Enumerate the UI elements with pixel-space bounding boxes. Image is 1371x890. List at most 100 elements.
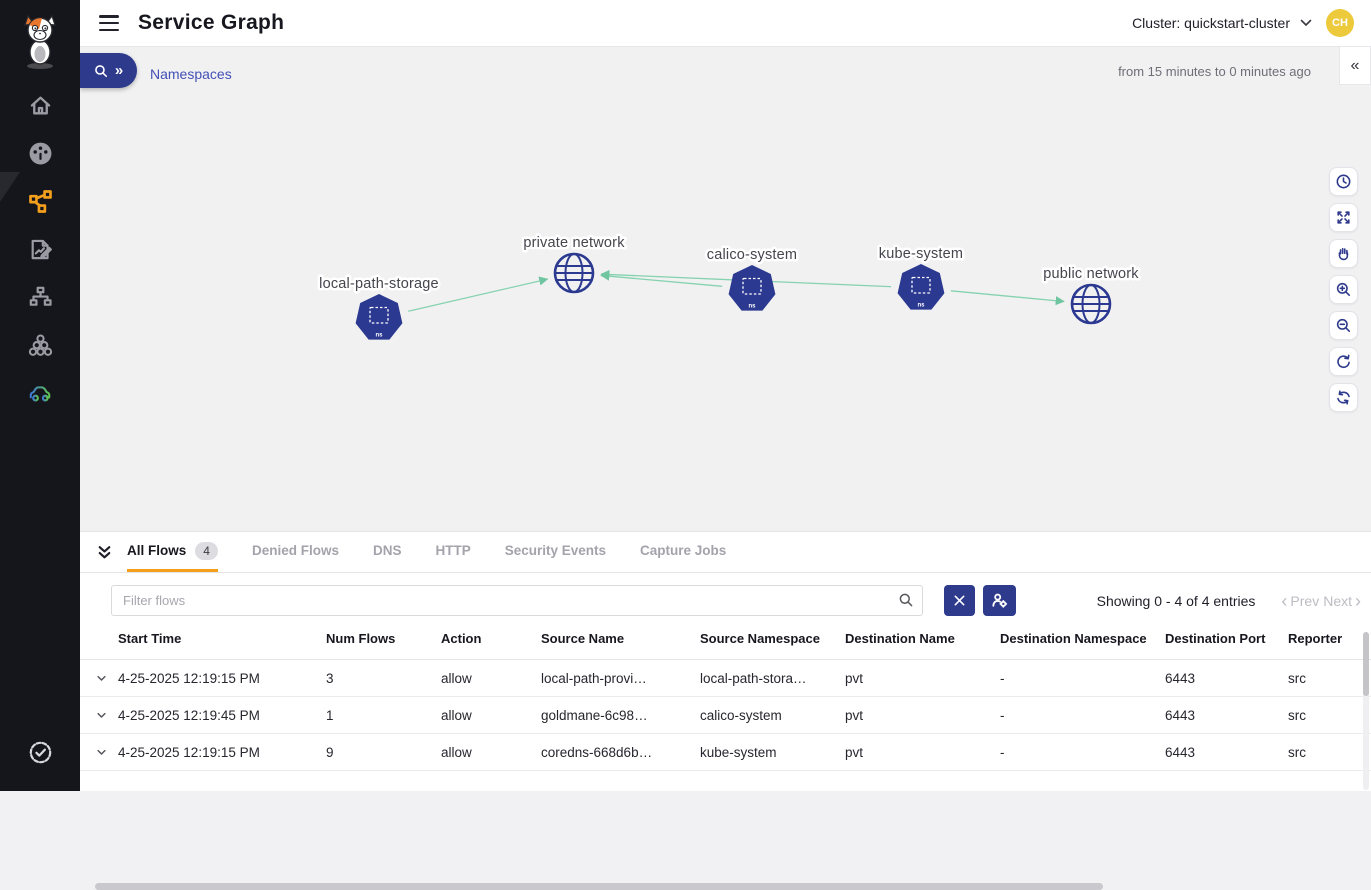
graph-edge-calico-system-to-private-network	[600, 271, 723, 287]
sidebar-item-network[interactable]	[0, 273, 80, 321]
graph-node-kube-system[interactable]	[896, 263, 946, 311]
column-settings-button[interactable]	[983, 585, 1016, 616]
tab-dns[interactable]: DNS	[373, 532, 402, 572]
column-header-action[interactable]: Action	[441, 631, 482, 646]
table-cell: 9	[326, 744, 334, 760]
flows-tab-bar: All Flows 4 Denied Flows DNS HTTP Security Ev…	[80, 532, 1371, 573]
flows-table-header: Start Time Num Flows Action Source Name Sour…	[80, 631, 1371, 661]
vertical-scrollbar[interactable]	[1363, 632, 1369, 790]
left-sidebar	[0, 0, 80, 791]
graph-search-button[interactable]: »	[80, 53, 137, 88]
top-header: Service Graph Cluster: quickstart-cluste…	[80, 0, 1371, 47]
tab-label: All Flows	[127, 543, 187, 558]
time-range-label: from 15 minutes to 0 minutes ago	[1118, 64, 1311, 79]
table-cell: 1	[326, 707, 334, 723]
row-expand-chevron-icon[interactable]	[80, 710, 118, 721]
search-icon	[899, 593, 913, 607]
hamburger-menu-button[interactable]	[99, 15, 119, 31]
graph-node-local-path-storage[interactable]	[354, 293, 404, 341]
tab-capture-jobs[interactable]: Capture Jobs	[640, 532, 726, 572]
graph-toolbar	[1329, 167, 1358, 412]
graph-edge-local-path-storage-to-private-network	[408, 276, 549, 312]
column-header-destination-namespace[interactable]: Destination Namespace	[1000, 631, 1147, 646]
sidebar-item-compliance-car[interactable]	[0, 368, 80, 416]
flows-panel: All Flows 4 Denied Flows DNS HTTP Security Ev…	[80, 531, 1371, 890]
column-header-reporter[interactable]: Reporter	[1288, 631, 1343, 646]
graph-node-public-network[interactable]	[1070, 283, 1112, 325]
graph-node-calico-system[interactable]	[727, 264, 777, 312]
reset-view-button[interactable]	[1329, 347, 1358, 376]
user-gear-icon	[992, 593, 1008, 608]
sidebar-item-home[interactable]	[0, 81, 80, 129]
graph-node-label-private-network: private network	[523, 235, 625, 251]
breadcrumb[interactable]: Namespaces	[150, 66, 232, 82]
table-cell: calico-system	[700, 707, 782, 723]
flows-table-body: 4-25-2025 12:19:15 PM 3 allow local-path-pr…	[80, 660, 1371, 772]
graph-node-private-network[interactable]	[553, 252, 595, 294]
car-icon	[29, 385, 50, 401]
next-page-button[interactable]: Next ›	[1323, 592, 1361, 610]
home-icon	[30, 96, 50, 114]
graph-node-label-local-path-storage: local-path-storage	[319, 276, 439, 292]
table-cell: 4-25-2025 12:19:15 PM	[118, 670, 260, 686]
sidebar-item-clusters[interactable]	[0, 321, 80, 369]
horizontal-scrollbar[interactable]	[95, 883, 1103, 890]
table-row[interactable]: 4-25-2025 12:19:45 PM 1 allow goldmane-6c98…	[80, 697, 1371, 735]
filter-flows-input[interactable]	[111, 585, 923, 616]
certificate-check-icon	[29, 741, 51, 763]
tab-security-events[interactable]: Security Events	[505, 532, 606, 572]
collapse-panel-button[interactable]	[96, 544, 113, 561]
column-header-source-namespace[interactable]: Source Namespace	[700, 631, 820, 646]
table-row[interactable]: 4-25-2025 12:19:15 PM 9 allow coredns-668d6…	[80, 734, 1371, 772]
clear-filter-button[interactable]	[944, 585, 975, 616]
double-chevron-left-icon: «	[1350, 56, 1360, 74]
table-cell: local-path-provi…	[541, 670, 647, 686]
column-header-source-name[interactable]: Source Name	[541, 631, 625, 646]
table-cell: pvt	[845, 707, 864, 723]
row-expand-chevron-icon[interactable]	[80, 747, 118, 758]
refresh-button[interactable]	[1329, 383, 1358, 412]
graph-node-label-calico-system: calico-system	[707, 247, 797, 263]
zoom-in-button[interactable]	[1329, 275, 1358, 304]
flows-table: Start Time Num Flows Action Source Name Sour…	[80, 631, 1371, 890]
table-row[interactable]: 4-25-2025 12:19:15 PM 3 allow local-path-pr…	[80, 660, 1371, 698]
column-header-num-flows[interactable]: Num Flows	[326, 631, 396, 646]
tab-label: Denied Flows	[251, 543, 339, 558]
tab-http[interactable]: HTTP	[435, 532, 470, 572]
column-header-start-time[interactable]: Start Time	[118, 631, 182, 646]
fit-screen-button[interactable]	[1329, 203, 1358, 232]
pan-hand-icon	[1338, 247, 1349, 261]
avatar[interactable]: CH	[1326, 9, 1354, 37]
time-settings-button[interactable]	[1329, 167, 1358, 196]
pan-mode-button[interactable]	[1329, 239, 1358, 268]
tab-denied-flows[interactable]: Denied Flows	[252, 532, 339, 572]
tab-all-flows[interactable]: All Flows 4	[127, 532, 218, 572]
zoom-out-button[interactable]	[1329, 311, 1358, 340]
network-tree-icon	[29, 286, 52, 306]
prev-page-button[interactable]: ‹ Prev	[1281, 592, 1319, 610]
table-cell: pvt	[845, 744, 864, 760]
sidebar-item-certificate[interactable]	[0, 728, 80, 776]
table-cell: src	[1288, 744, 1306, 760]
table-cell: 4-25-2025 12:19:15 PM	[118, 744, 260, 760]
refresh-icon	[1337, 390, 1350, 405]
table-cell: local-path-stora…	[700, 670, 807, 686]
chevron-right-icon: ›	[1355, 590, 1361, 611]
cluster-selector[interactable]: Cluster: quickstart-cluster	[1132, 15, 1312, 31]
row-expand-chevron-icon[interactable]	[80, 673, 118, 684]
calico-cat-logo	[24, 14, 56, 69]
column-header-destination-port[interactable]: Destination Port	[1165, 631, 1266, 646]
sidebar-item-reports[interactable]	[0, 225, 80, 273]
next-label: Next	[1323, 592, 1352, 609]
pagination: ‹ Prev Next ›	[1281, 592, 1361, 610]
table-cell: -	[1000, 744, 1005, 760]
sidebar-item-dashboard[interactable]	[0, 129, 80, 177]
flows-filter-row: Showing 0 - 4 of 4 entries ‹ Prev Next ›	[80, 573, 1371, 616]
expand-icon	[1337, 211, 1350, 224]
collapse-right-panel-button[interactable]: «	[1339, 47, 1371, 85]
sidebar-item-service-graph[interactable]	[0, 177, 80, 225]
column-header-destination-name[interactable]: Destination Name	[845, 631, 955, 646]
chevron-down-icon	[1300, 19, 1312, 26]
chevron-left-icon: ‹	[1281, 590, 1288, 611]
